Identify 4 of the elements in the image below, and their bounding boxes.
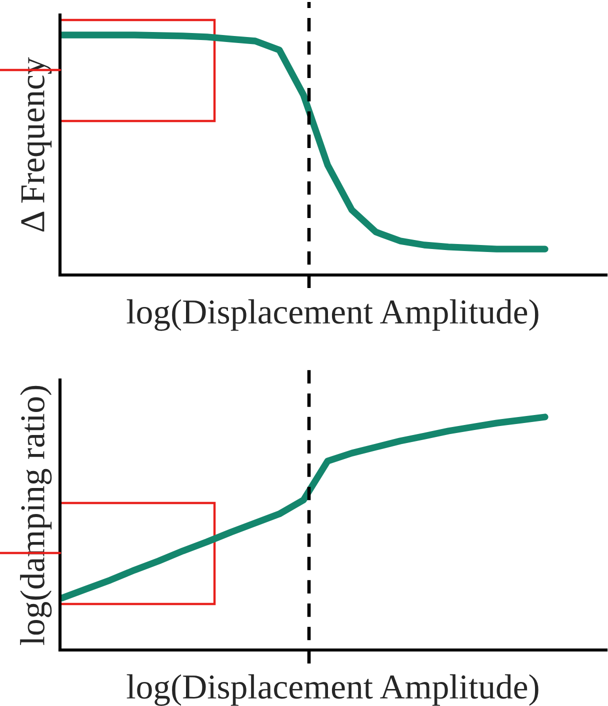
x-axis-title: log(Displacement Amplitude) — [126, 299, 538, 331]
x-axis-title: log(Displacement Amplitude) — [126, 674, 538, 706]
y-axis-title: log(damping ratio) — [20, 386, 52, 645]
y-axis-title: Δ Frequency — [21, 57, 52, 232]
